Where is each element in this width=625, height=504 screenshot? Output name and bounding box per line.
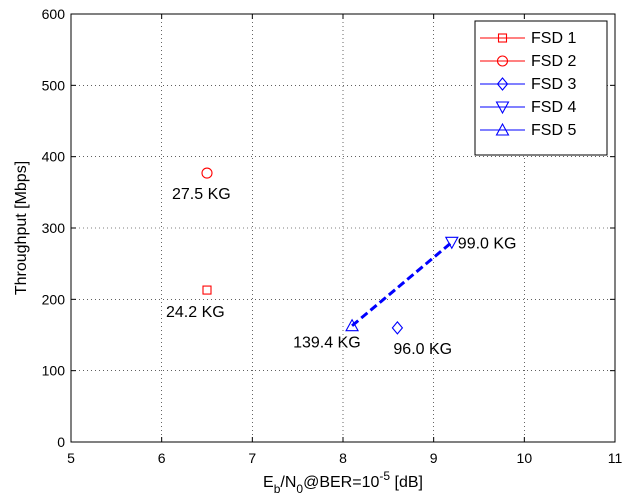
point-fsd-4 [444,236,459,250]
y-tick-label: 100 [42,363,66,379]
legend-label: FSD 2 [531,53,576,70]
legend-marker-fsd-3 [496,77,509,91]
annotations-layer: 24.2 KG 27.5 KG 96.0 KG 99.0 KG 139.4 KG [166,186,517,358]
y-tick-label: 200 [42,291,66,307]
legend-item-fsd-1: FSD 1 [480,30,576,47]
x-tick-label: 6 [158,450,166,466]
legend-item-fsd-4: FSD 4 [480,99,576,116]
x-label-slash-n: /N [280,474,296,491]
legend-item-fsd-5: FSD 5 [480,122,576,139]
series-fsd-2 [201,167,213,179]
x-label-zero: 0 [296,482,303,496]
x-tick-label: 7 [248,450,256,466]
x-tick-label: 8 [339,450,347,466]
x-label-at: @BER=10 [303,474,379,491]
x-axis-label: Eb/N0@BER=10-5 [dB] [263,469,423,496]
x-tick-label: 11 [608,450,623,466]
x-tick-label: 10 [517,450,533,466]
data-label-fsd-5: 139.4 KG [293,335,361,352]
legend-item-fsd-2: FSD 2 [480,53,576,70]
point-fsd-5 [345,318,359,332]
legend-marker-fsd-2 [496,55,509,67]
legend: FSD 1 FSD 2 FSD 3 FSD 4 FSD 5 [474,20,608,156]
legend-label: FSD 1 [531,30,576,47]
axis-ticks: 5 6 7 8 9 10 11 0 100 200 300 400 500 600 [42,6,623,466]
legend-marker-fsd-5 [495,122,510,136]
x-tick-label: 5 [67,450,75,466]
legend-item-fsd-3: FSD 3 [480,76,576,93]
y-tick-label: 500 [42,77,66,93]
legend-label: FSD 3 [531,76,576,93]
x-label-b: b [274,482,281,496]
x-label-exp: -5 [379,469,390,483]
y-axis-label: Throughput [Mbps] [13,161,30,295]
y-tick-label: 0 [57,434,65,450]
legend-label: FSD 5 [531,122,576,139]
y-tick-label: 300 [42,220,66,236]
x-tick-label: 9 [430,450,438,466]
legend-marker-fsd-1 [497,33,508,43]
x-label-e: E [263,474,274,491]
y-tick-label: 600 [42,6,66,22]
data-label-fsd-4: 99.0 KG [458,235,517,252]
point-fsd-2 [201,167,213,179]
series-fsd-3 [391,321,404,335]
series-fsd-4 [444,236,459,250]
data-label-fsd-3: 96.0 KG [393,341,452,358]
point-fsd-3 [391,321,404,335]
data-label-fsd-2: 27.5 KG [172,186,231,203]
y-tick-label: 400 [42,149,66,165]
data-label-fsd-1: 24.2 KG [166,304,225,321]
legend-marker-fsd-4 [495,101,510,115]
legend-label: FSD 4 [531,99,576,116]
series-fsd-1 [202,285,212,295]
x-label-unit: [dB] [390,474,423,491]
grid [71,14,615,442]
series-layer [201,167,459,335]
trend-dashed-line [351,241,453,327]
legend-box [474,20,608,156]
point-fsd-1 [202,285,212,295]
series-fsd-5 [345,318,359,332]
